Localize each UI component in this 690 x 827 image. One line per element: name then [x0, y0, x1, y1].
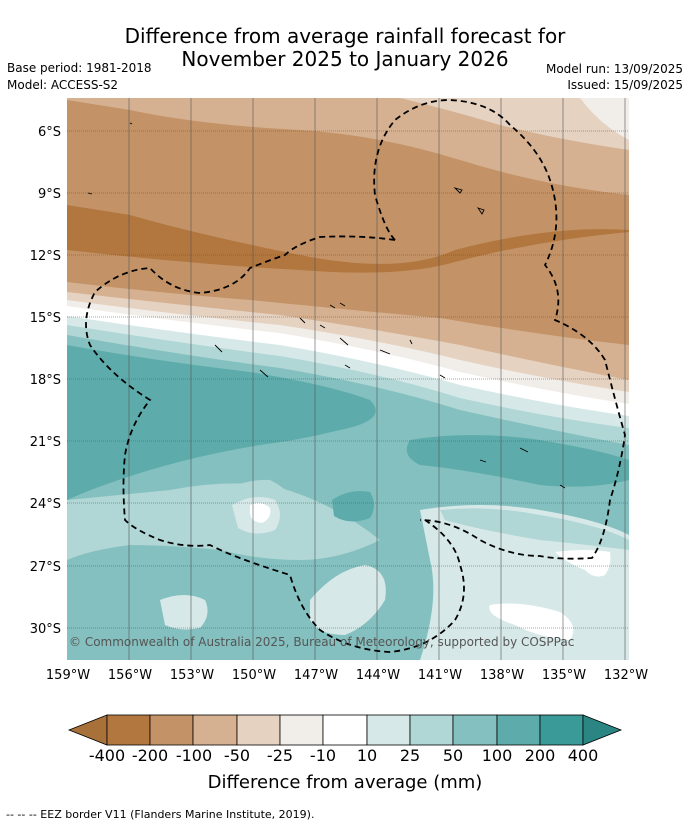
lat-label-9s: 9°S [38, 187, 61, 202]
band-100-west [67, 345, 376, 500]
lon-label-147w: 147°W [294, 668, 338, 683]
colorbar-min-arrow [67, 714, 108, 746]
eez-border-north [373, 99, 626, 560]
lat-label-18s: 18°S [30, 373, 61, 388]
lat-label-6s: 6°S [38, 125, 61, 140]
map-gridlines [67, 98, 629, 660]
lat-label-27s: 27°S [30, 560, 61, 575]
lon-label-138w: 138°W [480, 668, 524, 683]
colorbar-cell [452, 714, 498, 746]
longitude-labels: 159°W 156°W 153°W 150°W 147°W 144°W 141°… [46, 668, 648, 683]
colorbar-tick: 50 [443, 746, 463, 765]
lon-label-132w: 132°W [604, 668, 648, 683]
colorbar-cell [192, 714, 238, 746]
patch-10-south [310, 565, 386, 635]
lat-label-15s: 15°S [30, 311, 61, 326]
lat-label-12s: 12°S [30, 249, 61, 264]
lat-label-21s: 21°S [30, 435, 61, 450]
colorbar-tick: -200 [132, 746, 168, 765]
colorbar-max-arrow [582, 714, 623, 746]
colorbar-label: Difference from average (mm) [208, 772, 483, 793]
colorbar-cell [366, 714, 411, 746]
colorbar-cell [539, 714, 584, 746]
colorbar-tick: -100 [176, 746, 212, 765]
patch-100-centre [332, 491, 374, 522]
colorbar-tick: 10 [357, 746, 377, 765]
colorbar-cell [496, 714, 541, 746]
band-minus-10-north [580, 98, 629, 140]
title-line-1: Difference from average rainfall forecas… [124, 24, 566, 48]
lon-label-141w: 141°W [418, 668, 462, 683]
band-25-southeast [440, 508, 629, 550]
lon-label-150w: 150°W [232, 668, 276, 683]
colorbar-tick: 400 [568, 746, 599, 765]
eez-border [85, 99, 626, 653]
patch-neutral-centre [250, 503, 271, 523]
eez-border-west [85, 235, 465, 653]
patch-neutral-east [555, 550, 611, 577]
islands [87, 122, 566, 489]
latitude-labels: 6°S 9°S 12°S 15°S 18°S 21°S 24°S 27°S 30… [30, 125, 61, 637]
colorbar [67, 714, 623, 746]
colorbar-cell [409, 714, 454, 746]
colorbar-tick: -50 [224, 746, 250, 765]
colorbar-cell [236, 714, 281, 746]
lon-label-144w: 144°W [356, 668, 400, 683]
colorbar-tick: 25 [400, 746, 420, 765]
colorbar-tick: -10 [310, 746, 336, 765]
model-name: Model: ACCESS-S2 [7, 78, 119, 92]
colorbar-tick: 200 [525, 746, 556, 765]
model-run-date: Model run: 13/09/2025 [545, 62, 683, 76]
lat-label-30s: 30°S [30, 622, 61, 637]
band-minus-25-north [400, 98, 629, 150]
issued-date: Issued: 15/09/2025 [567, 78, 683, 92]
lon-label-135w: 135°W [542, 668, 586, 683]
eez-legend: -- -- -- EEZ border V11 (Flanders Marine… [6, 808, 315, 821]
colorbar-tick: 100 [482, 746, 513, 765]
patch-neutral-southeast [489, 603, 574, 640]
lat-label-24s: 24°S [30, 497, 61, 512]
lon-label-159w: 159°W [46, 668, 90, 683]
colorbar-tick: -400 [89, 746, 125, 765]
title-line-2: November 2025 to January 2026 [181, 47, 509, 71]
patch-10-southwest [160, 595, 208, 630]
copyright-notice: © Commonwealth of Australia 2025, Bureau… [69, 635, 574, 649]
colorbar-cell [106, 714, 151, 746]
lon-label-153w: 153°W [170, 668, 214, 683]
band-minus-50-north [67, 98, 629, 195]
colorbar-cell [322, 714, 368, 746]
colorbar-tick: -25 [267, 746, 293, 765]
colorbar-cell [149, 714, 194, 746]
colorbar-cell [279, 714, 324, 746]
band-100-east [406, 435, 629, 487]
colorbar-ticks: -400 -200 -100 -50 -25 -10 10 25 50 100 … [89, 746, 598, 765]
base-period: Base period: 1981-2018 [7, 61, 152, 75]
lon-label-156w: 156°W [108, 668, 152, 683]
